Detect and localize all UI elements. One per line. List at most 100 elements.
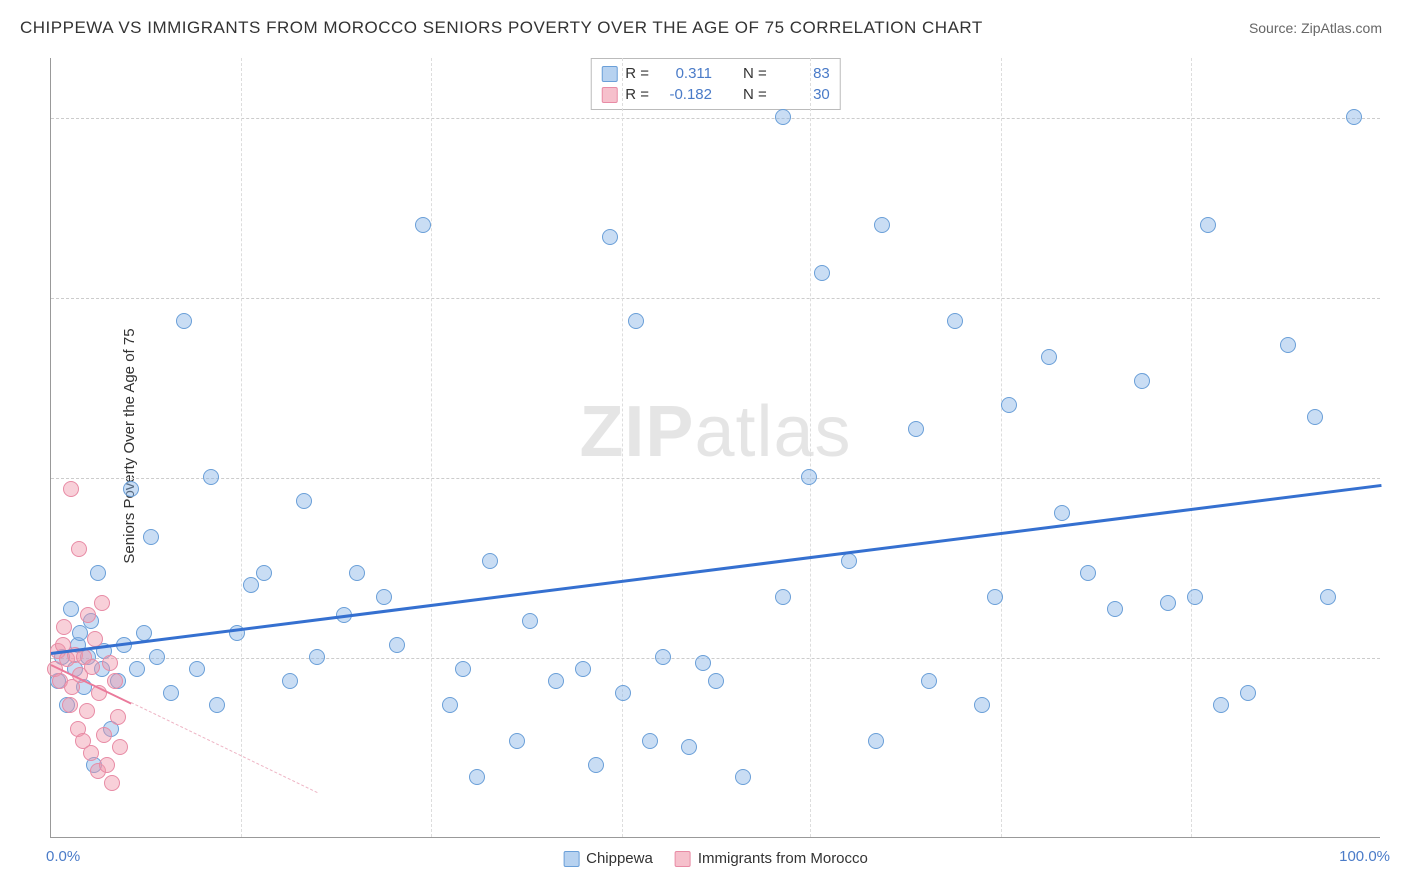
scatter-point-chippewa xyxy=(63,601,79,617)
scatter-point-chippewa xyxy=(681,739,697,755)
scatter-point-morocco xyxy=(83,745,99,761)
chart-container: CHIPPEWA VS IMMIGRANTS FROM MOROCCO SENI… xyxy=(0,0,1406,892)
legend-swatch-pink xyxy=(675,851,691,867)
trendline-morocco-extrapolated xyxy=(131,702,318,793)
scatter-point-chippewa xyxy=(775,109,791,125)
gridline-v xyxy=(622,58,623,837)
gridline-v xyxy=(241,58,242,837)
legend-stats-box: R = 0.311 N = 83 R = -0.182 N = 30 xyxy=(590,58,841,110)
legend-label-1: Chippewa xyxy=(586,850,653,867)
scatter-point-chippewa xyxy=(1240,685,1256,701)
scatter-point-chippewa xyxy=(1213,697,1229,713)
gridline-h xyxy=(51,658,1380,659)
legend-n-value-2: 30 xyxy=(775,86,830,103)
legend-r-label: R = xyxy=(625,65,649,82)
gridline-v xyxy=(1001,58,1002,837)
plot-area: ZIPatlas R = 0.311 N = 83 R = -0.182 N =… xyxy=(50,58,1380,838)
legend-n-value-1: 83 xyxy=(775,65,830,82)
legend-stats-row-2: R = -0.182 N = 30 xyxy=(601,84,830,105)
y-tick-label: 60.0% xyxy=(1390,110,1406,127)
chart-title: CHIPPEWA VS IMMIGRANTS FROM MOROCCO SENI… xyxy=(20,18,983,38)
gridline-v xyxy=(1191,58,1192,837)
scatter-point-chippewa xyxy=(349,565,365,581)
legend-item-1: Chippewa xyxy=(563,850,653,867)
scatter-point-chippewa xyxy=(974,697,990,713)
scatter-point-chippewa xyxy=(415,217,431,233)
scatter-point-chippewa xyxy=(209,697,225,713)
scatter-point-chippewa xyxy=(163,685,179,701)
legend-r-value-2: -0.182 xyxy=(657,86,712,103)
gridline-h xyxy=(51,478,1380,479)
scatter-point-chippewa xyxy=(814,265,830,281)
scatter-point-morocco xyxy=(94,595,110,611)
scatter-point-chippewa xyxy=(1054,505,1070,521)
scatter-point-chippewa xyxy=(602,229,618,245)
scatter-point-chippewa xyxy=(1320,589,1336,605)
legend-swatch-blue xyxy=(601,66,617,82)
scatter-point-chippewa xyxy=(874,217,890,233)
scatter-point-morocco xyxy=(110,709,126,725)
scatter-point-morocco xyxy=(71,541,87,557)
scatter-point-chippewa xyxy=(548,673,564,689)
legend-swatch-blue xyxy=(563,851,579,867)
scatter-point-chippewa xyxy=(775,589,791,605)
scatter-point-morocco xyxy=(104,775,120,791)
scatter-point-chippewa xyxy=(482,553,498,569)
gridline-v xyxy=(810,58,811,837)
scatter-point-chippewa xyxy=(309,649,325,665)
scatter-point-chippewa xyxy=(575,661,591,677)
scatter-point-chippewa xyxy=(642,733,658,749)
scatter-point-chippewa xyxy=(1134,373,1150,389)
scatter-point-chippewa xyxy=(921,673,937,689)
scatter-point-chippewa xyxy=(1160,595,1176,611)
scatter-point-morocco xyxy=(99,757,115,773)
scatter-point-chippewa xyxy=(522,613,538,629)
scatter-point-chippewa xyxy=(588,757,604,773)
scatter-point-morocco xyxy=(56,619,72,635)
scatter-point-chippewa xyxy=(1041,349,1057,365)
scatter-point-chippewa xyxy=(655,649,671,665)
scatter-point-chippewa xyxy=(987,589,1003,605)
scatter-point-chippewa xyxy=(1107,601,1123,617)
watermark-zip: ZIP xyxy=(579,392,694,472)
gridline-h xyxy=(51,298,1380,299)
scatter-point-chippewa xyxy=(455,661,471,677)
scatter-point-chippewa xyxy=(615,685,631,701)
legend-stats-row-1: R = 0.311 N = 83 xyxy=(601,63,830,84)
legend-item-2: Immigrants from Morocco xyxy=(675,850,868,867)
scatter-point-chippewa xyxy=(123,481,139,497)
scatter-point-chippewa xyxy=(376,589,392,605)
legend-r-label: R = xyxy=(625,86,649,103)
y-tick-label: 45.0% xyxy=(1390,290,1406,307)
y-tick-label: 30.0% xyxy=(1390,470,1406,487)
scatter-point-chippewa xyxy=(90,565,106,581)
scatter-point-morocco xyxy=(79,703,95,719)
scatter-point-chippewa xyxy=(389,637,405,653)
scatter-point-chippewa xyxy=(189,661,205,677)
legend-label-2: Immigrants from Morocco xyxy=(698,850,868,867)
scatter-point-morocco xyxy=(107,673,123,689)
bottom-legend: Chippewa Immigrants from Morocco xyxy=(563,850,868,867)
scatter-point-morocco xyxy=(84,659,100,675)
legend-r-value-1: 0.311 xyxy=(657,65,712,82)
scatter-point-morocco xyxy=(87,631,103,647)
scatter-point-chippewa xyxy=(129,661,145,677)
scatter-point-chippewa xyxy=(1280,337,1296,353)
legend-swatch-pink xyxy=(601,87,617,103)
scatter-point-chippewa xyxy=(243,577,259,593)
gridline-v xyxy=(431,58,432,837)
scatter-point-chippewa xyxy=(149,649,165,665)
scatter-point-chippewa xyxy=(735,769,751,785)
legend-n-label: N = xyxy=(743,65,767,82)
scatter-point-chippewa xyxy=(1080,565,1096,581)
scatter-point-chippewa xyxy=(708,673,724,689)
scatter-point-chippewa xyxy=(868,733,884,749)
scatter-point-morocco xyxy=(80,607,96,623)
scatter-point-chippewa xyxy=(695,655,711,671)
scatter-point-chippewa xyxy=(509,733,525,749)
scatter-point-chippewa xyxy=(908,421,924,437)
scatter-point-chippewa xyxy=(469,769,485,785)
scatter-point-chippewa xyxy=(176,313,192,329)
x-tick-label: 0.0% xyxy=(46,848,80,865)
scatter-point-chippewa xyxy=(282,673,298,689)
